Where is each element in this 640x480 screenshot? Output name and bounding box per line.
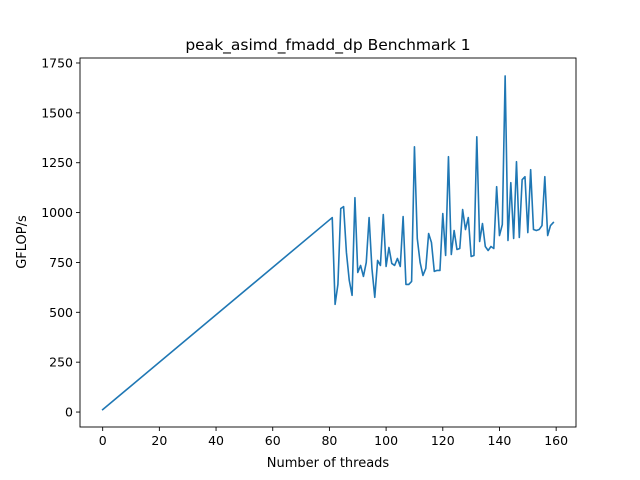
x-tick-label: 40	[208, 433, 224, 448]
y-tick-label: 1750	[41, 55, 73, 70]
x-tick-label: 80	[321, 433, 337, 448]
axes-frame	[79, 57, 577, 428]
y-tick-label: 1250	[41, 155, 73, 170]
chart-title: peak_asimd_fmadd_dp Benchmark 1	[185, 36, 470, 55]
y-tick-label: 500	[49, 305, 73, 320]
x-tick-label: 120	[431, 433, 455, 448]
x-tick-label: 140	[488, 433, 512, 448]
y-axis-label: GFLOP/s	[15, 215, 30, 269]
x-tick-label: 20	[151, 433, 167, 448]
x-tick-label: 100	[374, 433, 398, 448]
y-tick-label: 250	[49, 355, 73, 370]
x-tick-label: 160	[544, 433, 568, 448]
y-tick-label: 750	[49, 255, 73, 270]
y-tick-label: 0	[65, 405, 73, 420]
y-tick-label: 1000	[41, 205, 73, 220]
y-tick-label: 1500	[41, 105, 73, 120]
plot-area: 0 20 40 60 80 100 120 140 160 0 250 500 750 1000 1250 1…	[41, 55, 577, 448]
x-tick-label: 60	[265, 433, 281, 448]
x-tick-label: 0	[99, 433, 107, 448]
x-axis-label: Number of threads	[267, 456, 390, 471]
series-line-0	[101, 75, 555, 411]
